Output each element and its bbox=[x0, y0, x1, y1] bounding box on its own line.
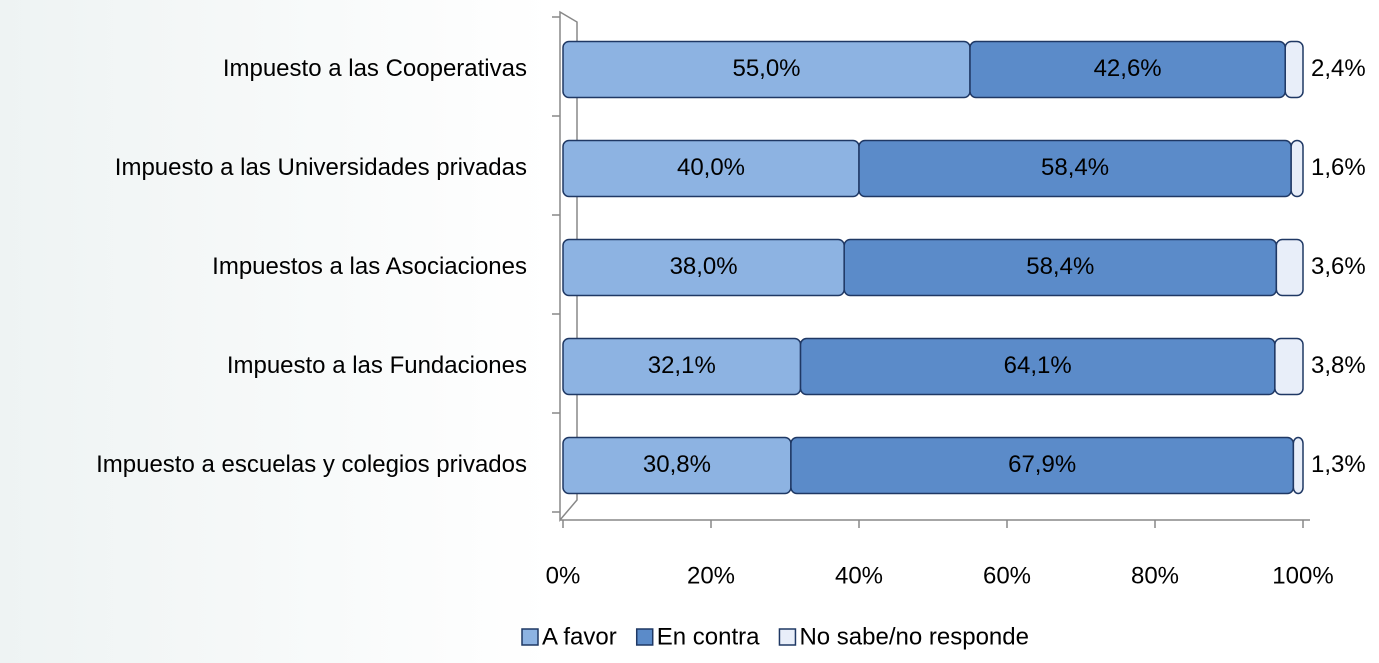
x-tick-label: 20% bbox=[687, 562, 735, 589]
x-tick-label: 40% bbox=[835, 562, 883, 589]
category-label: Impuesto a las Fundaciones bbox=[227, 352, 527, 379]
legend-label: En contra bbox=[657, 623, 760, 650]
legend-swatch bbox=[635, 628, 654, 646]
bar-segment bbox=[1290, 139, 1304, 198]
value-label: 58,4% bbox=[1026, 253, 1094, 280]
category-label: Impuestos a las Asociaciones bbox=[212, 253, 527, 280]
bar-segment bbox=[1292, 436, 1304, 495]
value-label: 38,0% bbox=[670, 253, 738, 280]
value-label: 30,8% bbox=[643, 451, 711, 478]
legend-swatch bbox=[521, 628, 539, 646]
bar-segment bbox=[1275, 238, 1304, 297]
value-label: 2,4% bbox=[1311, 55, 1366, 82]
category-label: Impuesto a las Universidades privadas bbox=[115, 154, 527, 181]
value-label: 58,4% bbox=[1041, 154, 1109, 181]
value-label: 40,0% bbox=[677, 154, 745, 181]
value-label: 1,6% bbox=[1311, 154, 1366, 181]
value-label: 67,9% bbox=[1008, 451, 1076, 478]
value-label: 42,6% bbox=[1094, 55, 1162, 82]
bar-segment bbox=[1274, 337, 1304, 396]
value-label: 1,3% bbox=[1311, 451, 1366, 478]
x-tick-label: 80% bbox=[1131, 562, 1179, 589]
y-axis-wall bbox=[559, 10, 578, 523]
legend-label: No sabe/no responde bbox=[799, 623, 1029, 650]
value-label: 55,0% bbox=[732, 55, 800, 82]
value-label: 64,1% bbox=[1004, 352, 1072, 379]
x-tick-label: 0% bbox=[546, 562, 581, 589]
value-label: 3,6% bbox=[1311, 253, 1366, 280]
x-tick-label: 100% bbox=[1272, 562, 1333, 589]
x-tick-label: 60% bbox=[983, 562, 1031, 589]
value-label: 32,1% bbox=[648, 352, 716, 379]
category-label: Impuesto a las Cooperativas bbox=[223, 55, 527, 82]
legend-label: A favor bbox=[542, 623, 617, 650]
category-label: Impuesto a escuelas y colegios privados bbox=[96, 451, 527, 478]
bar-segment bbox=[1284, 40, 1304, 99]
value-label: 3,8% bbox=[1311, 352, 1366, 379]
legend-swatch bbox=[778, 628, 797, 646]
